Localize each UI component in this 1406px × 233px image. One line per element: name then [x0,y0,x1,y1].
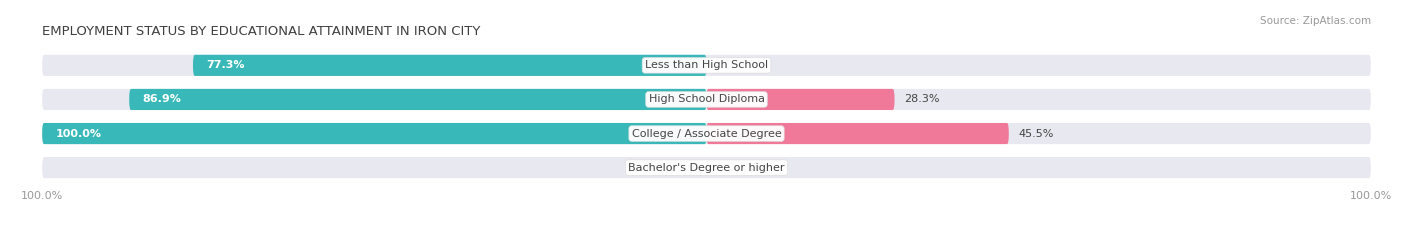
FancyBboxPatch shape [42,157,1371,178]
Text: 0.0%: 0.0% [740,60,768,70]
Text: Less than High School: Less than High School [645,60,768,70]
FancyBboxPatch shape [42,55,1371,76]
FancyBboxPatch shape [129,89,706,110]
FancyBboxPatch shape [42,123,1371,144]
Text: EMPLOYMENT STATUS BY EDUCATIONAL ATTAINMENT IN IRON CITY: EMPLOYMENT STATUS BY EDUCATIONAL ATTAINM… [42,25,481,38]
FancyBboxPatch shape [193,55,706,76]
Text: College / Associate Degree: College / Associate Degree [631,129,782,139]
FancyBboxPatch shape [42,89,1371,110]
FancyBboxPatch shape [42,123,706,144]
FancyBboxPatch shape [706,123,1008,144]
Text: 100.0%: 100.0% [55,129,101,139]
FancyBboxPatch shape [706,89,894,110]
Text: 28.3%: 28.3% [904,94,941,104]
Text: High School Diploma: High School Diploma [648,94,765,104]
Text: Bachelor's Degree or higher: Bachelor's Degree or higher [628,163,785,173]
Text: 45.5%: 45.5% [1019,129,1054,139]
Text: 86.9%: 86.9% [142,94,181,104]
Text: Source: ZipAtlas.com: Source: ZipAtlas.com [1260,16,1371,26]
Text: 0.0%: 0.0% [740,163,768,173]
Text: 77.3%: 77.3% [207,60,245,70]
Text: 0.0%: 0.0% [645,163,673,173]
Legend: In Labor Force, Unemployed: In Labor Force, Unemployed [605,231,808,233]
